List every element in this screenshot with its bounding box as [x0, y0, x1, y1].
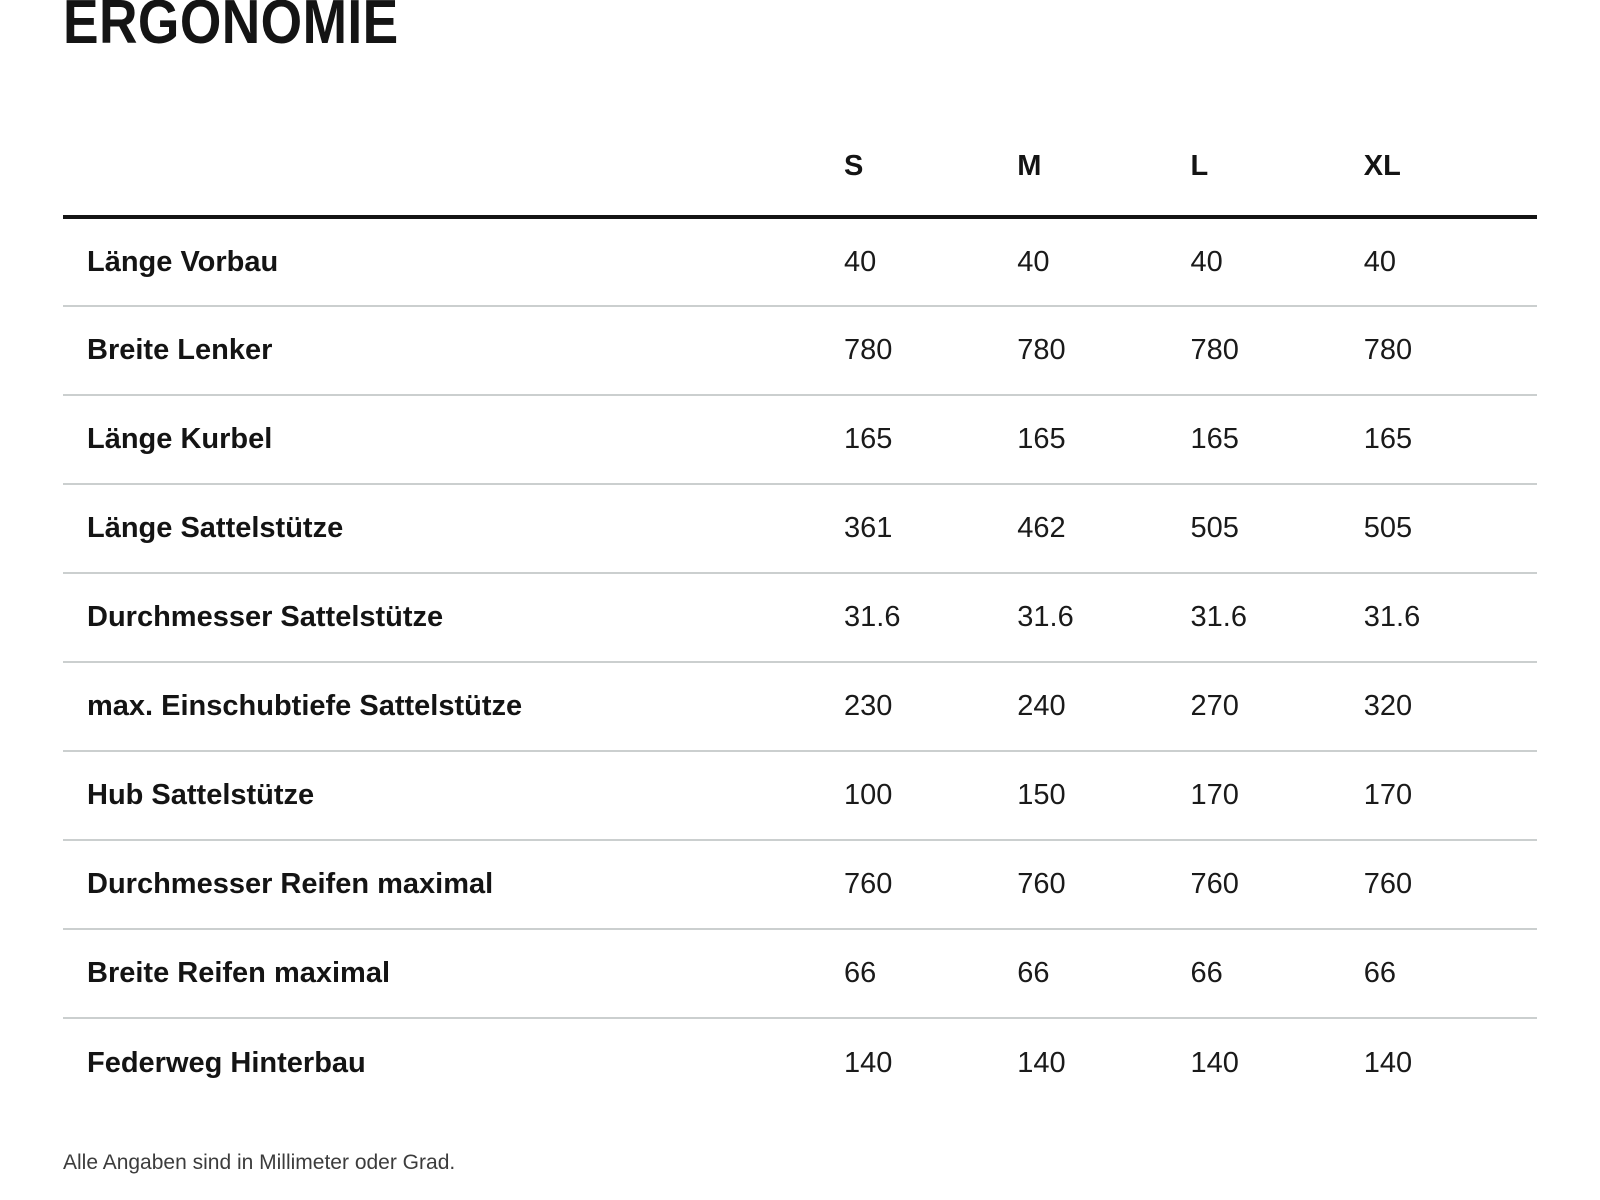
cell-value: 505 [1363, 484, 1537, 574]
cell-value: 66 [1017, 929, 1191, 1019]
cell-value: 31.6 [1190, 573, 1364, 663]
column-header-s: S [844, 54, 1018, 219]
cell-value: 230 [844, 662, 1018, 752]
column-header-empty [63, 54, 845, 219]
table-row: Durchmesser Reifen maximal 760 760 760 7… [63, 840, 1537, 930]
cell-value: 760 [1190, 840, 1364, 930]
cell-value: 780 [844, 306, 1018, 396]
cell-value: 31.6 [1363, 573, 1537, 663]
cell-value: 40 [1017, 217, 1191, 307]
cell-value: 40 [1363, 217, 1537, 307]
table-row: Durchmesser Sattelstütze 31.6 31.6 31.6 … [63, 573, 1537, 663]
cell-value: 760 [1017, 840, 1191, 930]
table-row: Breite Reifen maximal 66 66 66 66 [63, 929, 1537, 1019]
row-label: Länge Sattelstütze [63, 484, 845, 574]
row-label: Federweg Hinterbau [87, 1046, 366, 1079]
table-header-row: S M L XL [63, 54, 1537, 219]
row-label: Durchmesser Sattelstütze [63, 573, 845, 663]
row-label: Länge Vorbau [63, 217, 845, 307]
table-row: Länge Kurbel 165 165 165 165 [63, 395, 1537, 485]
ergonomics-table: S M L XL Länge Vorbau 40 40 40 40 Breite… [63, 54, 1537, 1107]
ergonomics-section: ERGONOMIE S M L XL Länge Vorbau 40 40 40 [63, 0, 1537, 1174]
cell-value: 140 [844, 1046, 893, 1079]
units-footnote: Alle Angaben sind in Millimeter oder Gra… [63, 1151, 456, 1174]
cell-value: 170 [1363, 751, 1537, 841]
row-label: Breite Lenker [63, 306, 845, 396]
cell-value: 140 [1190, 1046, 1239, 1079]
table-row: Breite Lenker 780 780 780 780 [63, 306, 1537, 396]
row-label: max. Einschubtiefe Sattelstütze [63, 662, 845, 752]
column-header-m: M [1017, 54, 1191, 219]
table-row: Hub Sattelstütze 100 150 170 170 [63, 751, 1537, 841]
page-title: ERGONOMIE [63, 0, 399, 57]
cell-value: 165 [1190, 395, 1364, 485]
cell-value: 165 [1363, 395, 1537, 485]
table-row: max. Einschubtiefe Sattelstütze 230 240 … [63, 662, 1537, 752]
row-label: Länge Kurbel [63, 395, 845, 485]
cell-value: 505 [1190, 484, 1364, 574]
cell-value: 760 [844, 840, 1018, 930]
cell-value: 140 [1017, 1046, 1066, 1079]
cell-value: 780 [1190, 306, 1364, 396]
cell-value: 760 [1363, 840, 1537, 930]
row-label: Breite Reifen maximal [63, 929, 845, 1019]
column-header-l: L [1190, 54, 1364, 219]
cell-value: 40 [1190, 217, 1364, 307]
cell-value: 150 [1017, 751, 1191, 841]
cell-value: 31.6 [1017, 573, 1191, 663]
cell-value: 66 [844, 929, 1018, 1019]
cell-value: 780 [1363, 306, 1537, 396]
cell-value: 66 [1190, 929, 1364, 1019]
column-header-xl: XL [1363, 54, 1537, 219]
row-label: Durchmesser Reifen maximal [63, 840, 845, 930]
table-row: Federweg Hinterbau 140 140 140 140 [63, 1018, 1537, 1107]
cell-value: 780 [1017, 306, 1191, 396]
cell-value: 31.6 [844, 573, 1018, 663]
cell-value: 66 [1363, 929, 1537, 1019]
cell-value: 361 [844, 484, 1018, 574]
cell-value: 165 [1017, 395, 1191, 485]
cell-value: 40 [844, 217, 1018, 307]
table-row: Länge Sattelstütze 361 462 505 505 [63, 484, 1537, 574]
cell-value: 140 [1363, 1046, 1413, 1079]
cell-value: 270 [1190, 662, 1364, 752]
cell-value: 170 [1190, 751, 1364, 841]
cell-value: 320 [1363, 662, 1537, 752]
cell-value: 240 [1017, 662, 1191, 752]
row-label: Hub Sattelstütze [63, 751, 845, 841]
cell-value: 462 [1017, 484, 1191, 574]
cell-value: 165 [844, 395, 1018, 485]
table-row: Länge Vorbau 40 40 40 40 [63, 217, 1537, 307]
cell-value: 100 [844, 751, 1018, 841]
